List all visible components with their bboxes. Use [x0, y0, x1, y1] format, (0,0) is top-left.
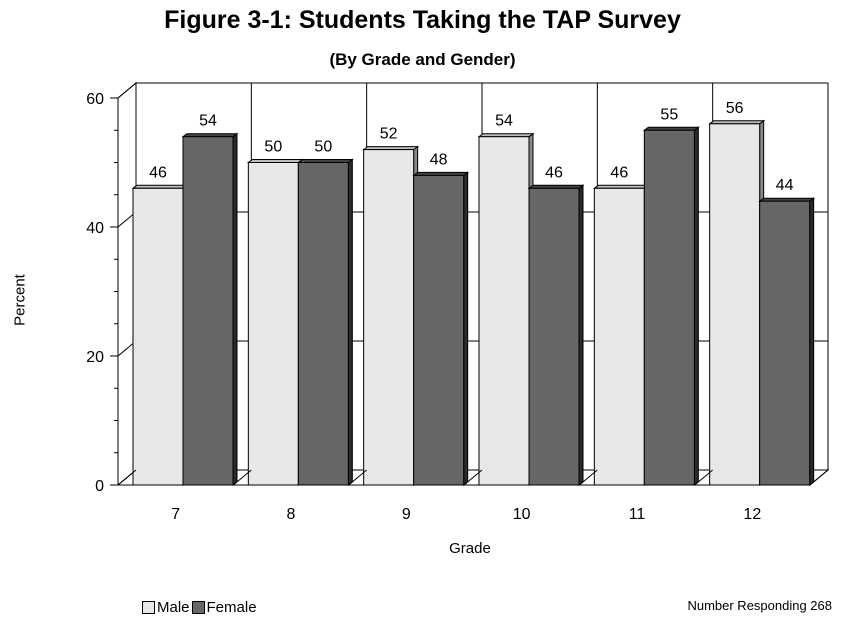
respondent-count-note: Number Responding 268	[687, 598, 832, 613]
x-tick-label: 7	[171, 506, 180, 523]
bar-side-12-female	[809, 197, 815, 486]
bar-chart: 0 20 40 60 46 54 7 50 50 8 52 48 9 54 46 10 46 55 11 56 44 12	[86, 81, 830, 523]
bar-11-male	[593, 187, 645, 486]
bar-9-male	[363, 149, 415, 486]
bar-side-8-female	[347, 158, 353, 486]
data-label-10-male: 54	[495, 113, 513, 130]
floor-divider-0	[117, 469, 137, 486]
data-label-8-female: 50	[314, 139, 332, 156]
bar-side-7-female	[232, 132, 238, 486]
y-tick-label: 40	[86, 220, 104, 237]
bar-side-11-female	[693, 126, 699, 486]
legend-item-male: Male	[142, 599, 190, 616]
legend-label-male: Male	[157, 599, 190, 616]
data-label-7-male: 46	[149, 164, 167, 181]
bar-12-male	[709, 123, 761, 486]
bar-10-male	[478, 136, 530, 486]
chart-subtitle: (By Grade and Gender)	[329, 50, 516, 69]
x-tick-label: 10	[513, 506, 531, 523]
data-label-9-female: 48	[430, 151, 448, 168]
y-tick-label: 0	[95, 478, 104, 495]
x-tick-label: 12	[743, 506, 761, 523]
legend-swatch-female	[191, 601, 205, 614]
floor-divider-1	[233, 469, 252, 486]
bar-side-10-female	[578, 184, 584, 486]
floor-divider-2	[348, 469, 367, 486]
data-label-12-female: 44	[776, 177, 794, 194]
gridline-side-60	[117, 82, 137, 99]
chart-title: Figure 3-1: Students Taking the TAP Surv…	[164, 6, 681, 34]
bar-9-female	[413, 174, 465, 486]
bar-11-female	[643, 129, 695, 486]
x-tick-label: 11	[629, 506, 646, 523]
x-tick-label: 8	[287, 506, 296, 523]
x-axis-label: Grade	[449, 540, 491, 557]
bar-8-male	[247, 162, 299, 486]
legend-label-female: Female	[206, 599, 257, 616]
floor-divider-6	[809, 469, 829, 486]
data-label-7-female: 54	[199, 113, 217, 130]
legend-swatch-male	[142, 601, 155, 614]
floor-divider-4	[579, 469, 598, 486]
bar-7-female	[182, 136, 234, 486]
data-label-9-male: 52	[380, 126, 398, 143]
bar-10-female	[528, 187, 580, 486]
bar-side-9-female	[463, 171, 469, 486]
data-label-12-male: 56	[726, 100, 744, 117]
data-label-8-male: 50	[264, 139, 282, 156]
legend: Male Female	[142, 599, 259, 616]
bar-7-male	[132, 187, 184, 486]
x-tick-label: 9	[402, 506, 411, 523]
legend-item-female: Female	[191, 599, 257, 616]
y-tick-label: 60	[86, 91, 104, 108]
bar-12-female	[759, 200, 811, 486]
data-label-11-male: 46	[610, 164, 628, 181]
floor-divider-3	[463, 469, 483, 486]
data-label-10-female: 46	[545, 164, 563, 181]
data-label-11-female: 55	[660, 106, 678, 123]
bar-8-female	[297, 162, 349, 486]
y-tick-label: 20	[86, 349, 104, 366]
floor-divider-5	[694, 469, 713, 486]
